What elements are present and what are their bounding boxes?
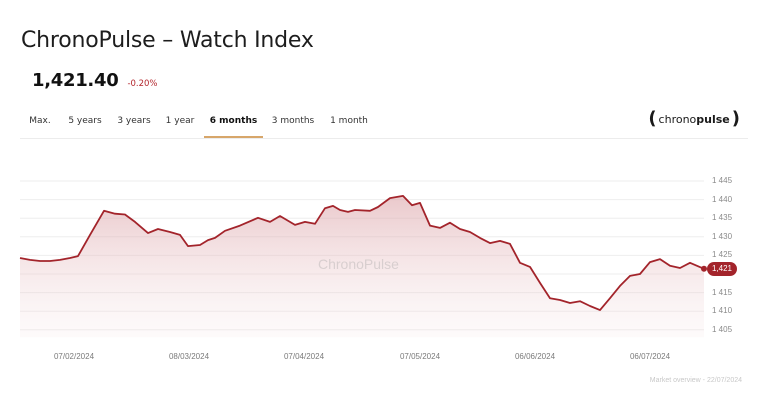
page-title: ChronoPulse – Watch Index (21, 28, 314, 53)
chart-area-fill (20, 195, 704, 338)
x-tick-label: 06/06/2024 (514, 352, 556, 361)
last-point-marker (701, 265, 707, 272)
y-tick-label: 1 435 (712, 213, 733, 223)
y-tick-label: 1 410 (712, 306, 733, 316)
index-area-chart[interactable] (0, 150, 768, 360)
x-tick-label: 08/03/2024 (168, 352, 210, 361)
logo-right-bracket: ) (731, 108, 740, 129)
chronopulse-logo: ( chrono pulse ) (646, 110, 742, 128)
x-tick-label: 07/04/2024 (283, 352, 325, 361)
y-tick-label: 1 405 (712, 324, 733, 334)
logo-text-regular: chrono (658, 112, 697, 126)
tab-1-month[interactable]: 1 month (330, 116, 368, 126)
y-tick-label: 1 425 (712, 250, 733, 260)
y-tick-label: 1 415 (712, 287, 733, 297)
chart-footer-note: Market overview - 22/07/2024 (649, 377, 742, 384)
range-tabs: Max. 5 years 3 years 1 year 6 months 3 m… (20, 108, 748, 139)
current-price: 1,421.40 (32, 70, 119, 91)
y-tick-label: 1 430 (712, 231, 733, 241)
chart-watermark: ChronoPulse (318, 256, 399, 272)
y-tick-label: 1 440 (712, 194, 733, 204)
tab-6-months[interactable]: 6 months (204, 108, 263, 138)
x-tick-label: 07/02/2024 (53, 352, 95, 361)
tab-3-months[interactable]: 3 months (271, 116, 315, 126)
price-summary: 1,421.40 -0.20% (32, 70, 158, 91)
x-tick-label: 07/05/2024 (399, 352, 441, 361)
tab-1-year[interactable]: 1 year (165, 116, 195, 126)
tab-3-years[interactable]: 3 years (117, 116, 151, 126)
tab-max[interactable]: Max. (29, 116, 51, 126)
y-tick-label: 1 445 (712, 176, 733, 185)
logo-left-bracket: ( (648, 108, 657, 129)
price-change: -0.20% (127, 79, 158, 89)
last-value-badge: 1,421 (707, 262, 737, 276)
tab-5-years[interactable]: 5 years (68, 116, 102, 126)
chart-line (19, 195, 705, 311)
logo-text-bold: pulse (696, 112, 730, 126)
x-tick-label: 06/07/2024 (629, 352, 671, 361)
